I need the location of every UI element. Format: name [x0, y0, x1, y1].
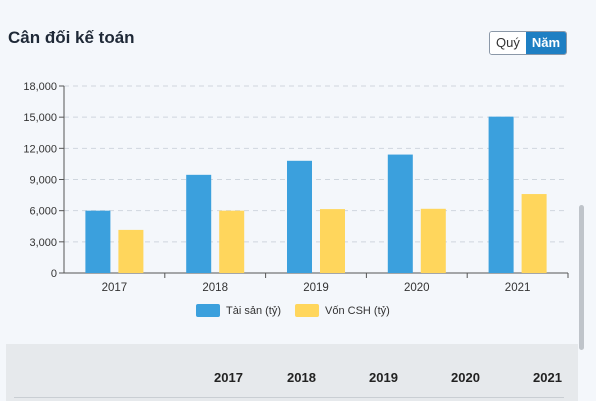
legend-swatch [295, 304, 320, 317]
y-tick-label: 15,000 [23, 112, 57, 124]
bar [387, 154, 413, 273]
y-tick-label: 18,000 [23, 81, 57, 93]
table-header: 2017 2018 2019 2020 2021 [6, 344, 578, 401]
table-header-year: 2019 [369, 370, 398, 385]
y-tick-label: 6,000 [29, 206, 57, 218]
table-header-year: 2020 [451, 370, 480, 385]
toggle-quarter-button[interactable]: Quý [490, 32, 526, 54]
legend-swatch [196, 304, 220, 317]
bar [521, 194, 547, 273]
x-tick-label: 2019 [303, 282, 329, 294]
bar [287, 160, 312, 273]
x-tick-label: 2018 [202, 282, 228, 294]
page-title: Cân đối kế toán [8, 28, 135, 47]
x-tick-label: 2021 [505, 282, 531, 294]
period-toggle: Quý Năm [489, 31, 568, 55]
bar [219, 210, 245, 273]
y-tick-label: 3,000 [29, 237, 57, 249]
bar [186, 174, 212, 273]
bar [488, 116, 514, 274]
bar [85, 210, 111, 273]
toggle-year-button[interactable]: Năm [525, 32, 567, 54]
table-header-year: 2021 [533, 370, 562, 385]
y-tick-label: 9,000 [29, 175, 57, 187]
legend-label: Vốn CSH (tỷ) [325, 305, 390, 317]
bar [118, 229, 144, 273]
table-header-divider [14, 397, 564, 398]
legend-label: Tài sản (tỷ) [226, 305, 281, 317]
x-tick-label: 2020 [404, 282, 430, 294]
table-header-year: 2017 [214, 370, 243, 385]
y-tick-label: 0 [51, 268, 57, 280]
scrollbar-thumb[interactable] [579, 205, 584, 350]
x-tick-label: 2017 [102, 282, 128, 294]
balance-sheet-chart: 0 3,000 6,000 9,000 12,000 15,000 18,000 2017 20… [23, 81, 569, 317]
y-tick-label: 12,000 [23, 143, 57, 155]
bar [420, 208, 446, 273]
bar [320, 209, 345, 273]
table-header-year: 2018 [287, 370, 316, 385]
